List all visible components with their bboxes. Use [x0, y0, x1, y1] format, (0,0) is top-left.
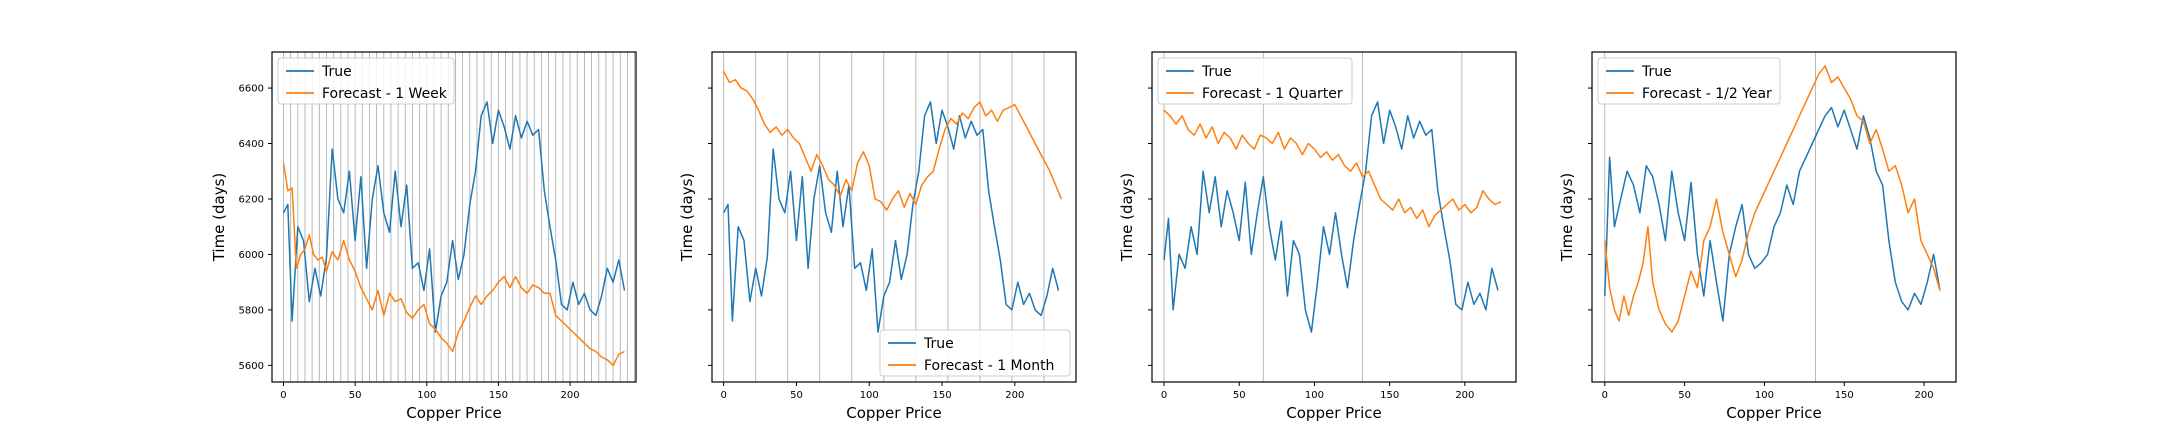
series-line-true: [1163, 101, 1499, 333]
legend-box: [879, 329, 1071, 377]
y-tick-label: 6000: [239, 250, 264, 261]
chart-panel-3: 0 50 100 150 200 Copper Price Time (days) True F…: [1118, 51, 1517, 422]
legend-label: True: [923, 336, 954, 352]
x-axis-label: Copper Price: [406, 404, 501, 422]
x-tick-label: 0: [280, 390, 286, 401]
legend: True Forecast - 1/2 Year: [1597, 57, 1781, 105]
x-tick-label: 200: [561, 390, 580, 401]
axes-frame: [1591, 51, 1957, 383]
reference-lines: [283, 52, 636, 382]
y-axis-label: Time (days): [1558, 173, 1576, 263]
y-tick-label: 5800: [239, 305, 264, 316]
legend: True Forecast - 1 Month: [879, 329, 1071, 377]
legend-label: Forecast - 1 Quarter: [1202, 86, 1343, 102]
x-axis-label: Copper Price: [846, 404, 941, 422]
legend-label: Forecast - 1 Month: [924, 358, 1054, 374]
x-tick-label: 150: [933, 390, 952, 401]
y-tick-label: 6400: [239, 139, 264, 150]
legend: True Forecast - 1 Quarter: [1157, 57, 1353, 105]
x-tick-label: 100: [860, 390, 879, 401]
y-tick-label: 6600: [239, 84, 264, 95]
series-line-forecast: [282, 162, 625, 367]
legend: True Forecast - 1 Week: [277, 57, 455, 105]
reference-lines: [1604, 52, 1816, 382]
x-tick-label: 200: [1005, 390, 1024, 401]
x-tick-label: 50: [349, 390, 362, 401]
legend-label: Forecast - 1 Week: [322, 86, 448, 102]
x-tick-label: 150: [1380, 390, 1399, 401]
series-line-forecast: [1163, 109, 1502, 228]
legend-box: [1157, 57, 1353, 105]
x-tick-label: 100: [417, 390, 436, 401]
x-tick-label: 150: [489, 390, 508, 401]
x-axis-label: Copper Price: [1726, 404, 1821, 422]
series-line-true: [282, 101, 626, 333]
legend-box: [277, 57, 455, 105]
y-tick-label: 5600: [239, 361, 264, 372]
x-tick-label: 50: [790, 390, 803, 401]
axes-frame: [271, 51, 637, 383]
legend-box: [1597, 57, 1781, 105]
x-tick-label: 100: [1305, 390, 1324, 401]
x-tick-label: 0: [1602, 390, 1608, 401]
chart-panel-4: 0 50 100 150 200 Copper Price Time (days) True F…: [1558, 51, 1957, 422]
x-axis-label: Copper Price: [1286, 404, 1381, 422]
x-tick-label: 50: [1678, 390, 1691, 401]
axes-frame: [711, 51, 1077, 383]
legend-label: True: [1641, 64, 1672, 80]
x-tick-label: 0: [720, 390, 726, 401]
y-axis-label: Time (days): [1118, 173, 1136, 263]
series-line-true: [722, 101, 1060, 333]
x-tick-label: 100: [1755, 390, 1774, 401]
y-axis-label: Time (days): [210, 173, 228, 263]
series-line-forecast: [1604, 65, 1941, 333]
series-line-forecast: [722, 71, 1063, 211]
x-tick-label: 200: [1915, 390, 1934, 401]
y-tick-label: 6200: [239, 194, 264, 205]
series-line-true: [1604, 106, 1941, 322]
x-tick-label: 150: [1835, 390, 1854, 401]
x-tick-label: 50: [1233, 390, 1246, 401]
chart-panel-1: 0 50 100 150 200 5600 5800 6000 6200 6400 6600 Copp…: [210, 51, 637, 422]
reference-lines: [723, 52, 1076, 382]
x-tick-label: 0: [1161, 390, 1167, 401]
reference-lines: [1163, 52, 1463, 382]
legend-label: Forecast - 1/2 Year: [1642, 86, 1772, 102]
x-tick-label: 200: [1455, 390, 1474, 401]
legend-label: True: [321, 64, 352, 80]
y-axis-label: Time (days): [678, 173, 696, 263]
axes-frame: [1151, 51, 1517, 383]
chart-panel-2: 0 50 100 150 200 Copper Price Time (days) True F…: [678, 51, 1077, 422]
legend-label: True: [1201, 64, 1232, 80]
